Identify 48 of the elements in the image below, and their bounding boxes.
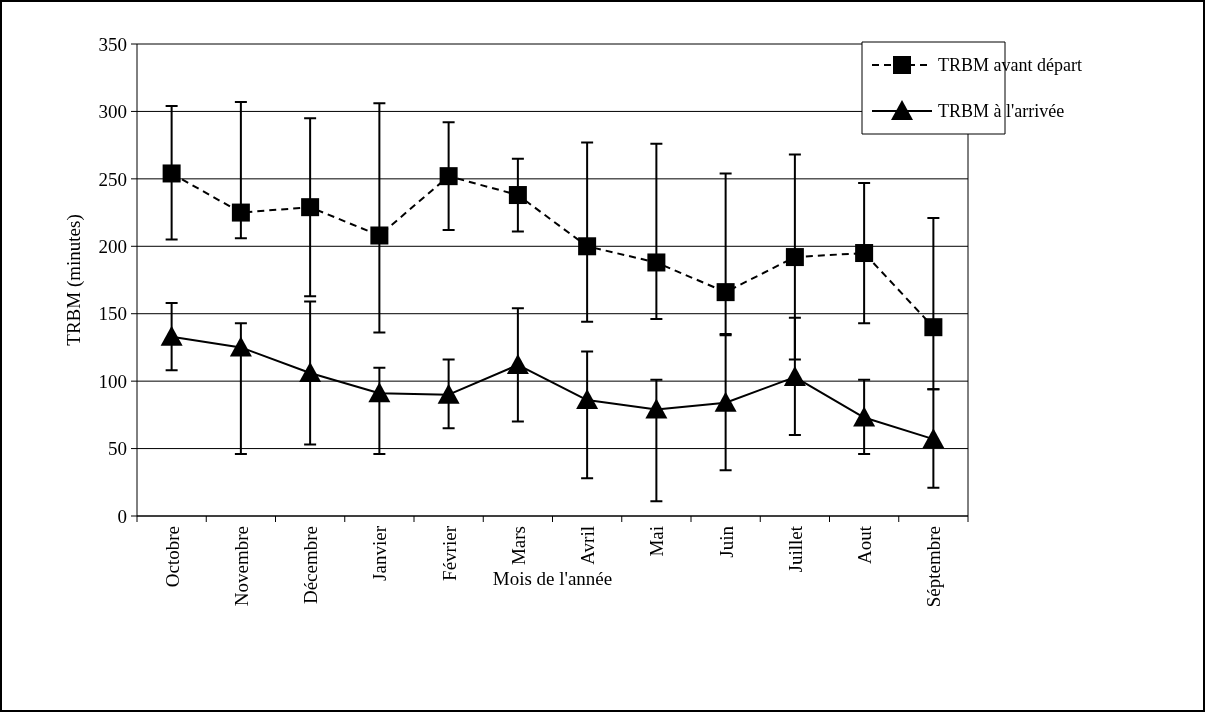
y-tick-label: 250 — [98, 168, 127, 190]
point — [853, 406, 876, 427]
point — [508, 186, 527, 205]
point — [162, 164, 181, 183]
point — [785, 248, 804, 267]
point — [783, 366, 806, 387]
x-tick-label: Mars — [507, 526, 529, 566]
y-axis-title: TRBM (minutes) — [63, 214, 85, 346]
x-tick-label: Janvier — [369, 525, 391, 581]
x-tick-label: Séptembre — [923, 526, 945, 608]
y-tick-label: 100 — [98, 370, 127, 392]
point — [924, 318, 943, 337]
point — [437, 383, 460, 404]
point — [716, 283, 735, 302]
y-tick-label: 150 — [98, 303, 127, 325]
point — [301, 198, 320, 217]
point — [370, 226, 389, 245]
x-tick-label: Novembre — [230, 526, 252, 607]
point — [714, 391, 737, 412]
point — [855, 244, 874, 263]
x-tick-label: Février — [438, 525, 460, 581]
point — [578, 237, 597, 256]
x-tick-label: Décembre — [300, 526, 322, 605]
point — [439, 167, 458, 186]
point — [160, 325, 183, 346]
x-tick-label: Avril — [577, 526, 599, 565]
point — [576, 389, 599, 410]
point — [368, 382, 391, 403]
x-tick-label: Aout — [854, 525, 876, 564]
point — [645, 398, 668, 419]
point — [299, 362, 322, 383]
legend-label: TRBM à l'arrivée — [938, 101, 1065, 122]
y-tick-label: 350 — [98, 33, 127, 55]
legend-label: TRBM avant départ — [938, 55, 1082, 76]
x-tick-label: Octobre — [161, 526, 183, 588]
point — [231, 203, 250, 222]
point — [647, 253, 666, 272]
y-tick-label: 0 — [117, 505, 127, 527]
y-tick-label: 300 — [98, 101, 127, 123]
x-tick-label: Juin — [715, 525, 737, 558]
x-axis-title: Mois de l'année — [492, 568, 613, 589]
point — [506, 353, 529, 374]
x-tick-label: Mai — [646, 526, 668, 557]
y-tick-label: 50 — [108, 438, 127, 460]
y-tick-label: 200 — [98, 235, 127, 257]
point — [922, 428, 945, 449]
x-tick-label: Juillet — [784, 525, 806, 573]
point — [229, 336, 252, 357]
